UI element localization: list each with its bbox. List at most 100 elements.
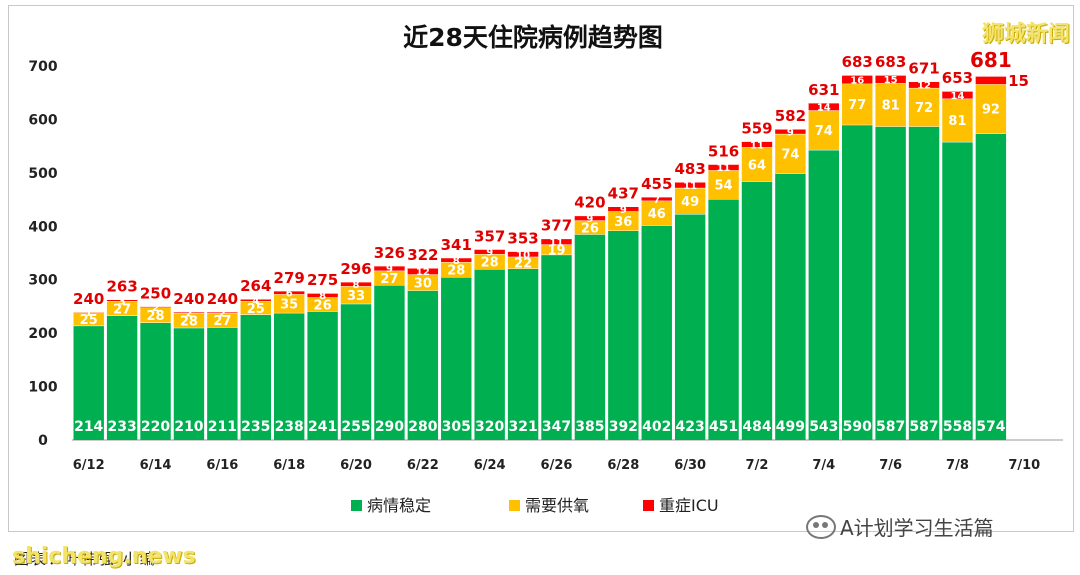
bar-segment-icu bbox=[574, 215, 606, 221]
value-label-icu: 8 bbox=[453, 256, 460, 267]
value-label-oxygen: 26 bbox=[314, 298, 332, 313]
value-label-oxygen: 35 bbox=[280, 297, 298, 312]
value-label-icu: 9 bbox=[787, 127, 794, 138]
value-label-icu: 11 bbox=[750, 140, 764, 151]
total-label: 671 bbox=[908, 59, 939, 77]
y-tick-label: 700 bbox=[28, 59, 57, 75]
total-label: 296 bbox=[340, 260, 371, 278]
value-label-oxygen: 27 bbox=[113, 302, 131, 317]
bar-segment-icu bbox=[674, 181, 706, 188]
value-label-icu: 1 bbox=[85, 308, 92, 319]
bar-segment-stable bbox=[541, 254, 572, 440]
total-label: 420 bbox=[574, 194, 605, 212]
bar-segment-oxygen bbox=[608, 211, 639, 231]
total-label: 683 bbox=[842, 53, 873, 71]
bar-segment-oxygen bbox=[273, 294, 305, 313]
x-tick-label: 7/6 bbox=[879, 458, 902, 473]
source-text: 图表：叶伟强 小编 bbox=[14, 550, 157, 568]
value-label-icu: 6 bbox=[286, 289, 293, 300]
bar-segment-stable bbox=[273, 312, 305, 440]
value-label-stable: 214 bbox=[74, 419, 103, 435]
value-label-oxygen: 25 bbox=[247, 302, 265, 317]
legend-swatch bbox=[509, 500, 520, 511]
bar-segment-icu bbox=[775, 129, 806, 134]
value-label-stable: 320 bbox=[475, 419, 504, 435]
bar-segment-icu bbox=[708, 164, 739, 171]
value-label-icu: 11 bbox=[717, 163, 731, 174]
value-label-stable: 499 bbox=[776, 419, 805, 435]
value-label-stable: 543 bbox=[809, 419, 838, 435]
bar-segment-icu bbox=[741, 141, 773, 148]
total-label: 455 bbox=[641, 175, 672, 193]
bar-segment-oxygen bbox=[173, 312, 205, 328]
value-label-icu: 15 bbox=[884, 75, 898, 86]
total-label: 483 bbox=[674, 160, 705, 178]
value-label-icu: 12 bbox=[416, 267, 430, 278]
bar-segment-oxygen bbox=[674, 187, 706, 214]
value-label-oxygen: 28 bbox=[447, 264, 465, 279]
value-label-stable: 290 bbox=[375, 419, 404, 435]
total-label: 559 bbox=[741, 119, 772, 137]
bar-segment-stable bbox=[474, 269, 505, 440]
bar-segment-icu bbox=[374, 265, 405, 271]
bar-segment-stable bbox=[608, 230, 639, 440]
value-label-icu: 2 bbox=[185, 308, 192, 319]
credit-label: A计划学习生活篇 bbox=[806, 512, 994, 541]
x-tick-label: 6/24 bbox=[474, 458, 506, 473]
x-tick-label: 7/10 bbox=[1008, 458, 1040, 473]
total-label: 326 bbox=[374, 244, 405, 262]
bar-segment-stable bbox=[106, 315, 138, 440]
chart-title: 近28天住院病例趋势图 bbox=[403, 23, 663, 52]
total-label: 683 bbox=[875, 53, 906, 71]
legend-label: 病情稳定 bbox=[367, 496, 431, 515]
bar-segment-oxygen bbox=[975, 84, 1007, 134]
bar-segment-icu bbox=[541, 238, 572, 245]
value-label-stable: 255 bbox=[341, 419, 370, 435]
bar-segment-icu bbox=[106, 299, 138, 302]
top-watermark: 狮城新闻 bbox=[981, 22, 1070, 47]
bar-segment-stable bbox=[908, 126, 940, 441]
value-label-stable: 280 bbox=[408, 419, 437, 435]
bar-segment-icu bbox=[340, 281, 372, 287]
y-tick-label: 0 bbox=[38, 433, 48, 449]
y-tick-label: 200 bbox=[28, 326, 57, 342]
value-label-oxygen: 74 bbox=[815, 124, 833, 139]
bar-segment-icu bbox=[240, 298, 271, 302]
x-tick-label: 6/20 bbox=[340, 458, 372, 473]
hospitalization-chart: 近28天住院病例趋势图01002003004005006007002142512… bbox=[28, 23, 1063, 515]
bar-segment-oxygen bbox=[340, 286, 372, 304]
value-label-stable: 587 bbox=[909, 419, 938, 435]
value-label-oxygen: 30 bbox=[414, 276, 432, 291]
bar-segment-icu bbox=[441, 257, 472, 263]
bar-segment-icu bbox=[942, 91, 973, 99]
bar-segment-oxygen bbox=[441, 262, 472, 278]
value-label-icu: 4 bbox=[252, 296, 259, 307]
x-tick-label: 6/30 bbox=[674, 458, 706, 473]
legend-label: 需要供氧 bbox=[525, 496, 589, 515]
value-label-icu: 8 bbox=[353, 280, 360, 291]
bar-segment-oxygen bbox=[407, 274, 439, 291]
y-tick-label: 500 bbox=[28, 166, 57, 182]
value-label-icu: 2 bbox=[219, 308, 226, 319]
value-label-icu: 14 bbox=[817, 103, 831, 114]
bar-segment-stable bbox=[207, 327, 238, 440]
bar-segment-stable bbox=[173, 327, 205, 440]
total-label: 240 bbox=[73, 290, 104, 308]
y-tick-label: 400 bbox=[28, 219, 57, 235]
value-label-stable: 392 bbox=[609, 419, 638, 435]
bar-segment-oxygen bbox=[708, 170, 739, 200]
credit-text: A计划学习生活篇 bbox=[840, 516, 994, 540]
value-label-icu: 9 bbox=[586, 214, 593, 225]
value-label-oxygen: 64 bbox=[748, 158, 766, 173]
bar-segment-oxygen bbox=[307, 297, 338, 312]
value-label-oxygen: 27 bbox=[213, 314, 231, 329]
chat-icon bbox=[806, 514, 836, 539]
bar-segment-stable bbox=[240, 314, 271, 440]
total-label: 653 bbox=[942, 69, 973, 87]
bar-segment-oxygen bbox=[741, 147, 773, 182]
y-tick-label: 600 bbox=[28, 112, 57, 128]
bar-segment-oxygen bbox=[775, 133, 806, 174]
bar-segment-oxygen bbox=[842, 83, 873, 125]
bar-segment-stable bbox=[574, 234, 606, 440]
value-label-oxygen: 72 bbox=[915, 101, 933, 116]
